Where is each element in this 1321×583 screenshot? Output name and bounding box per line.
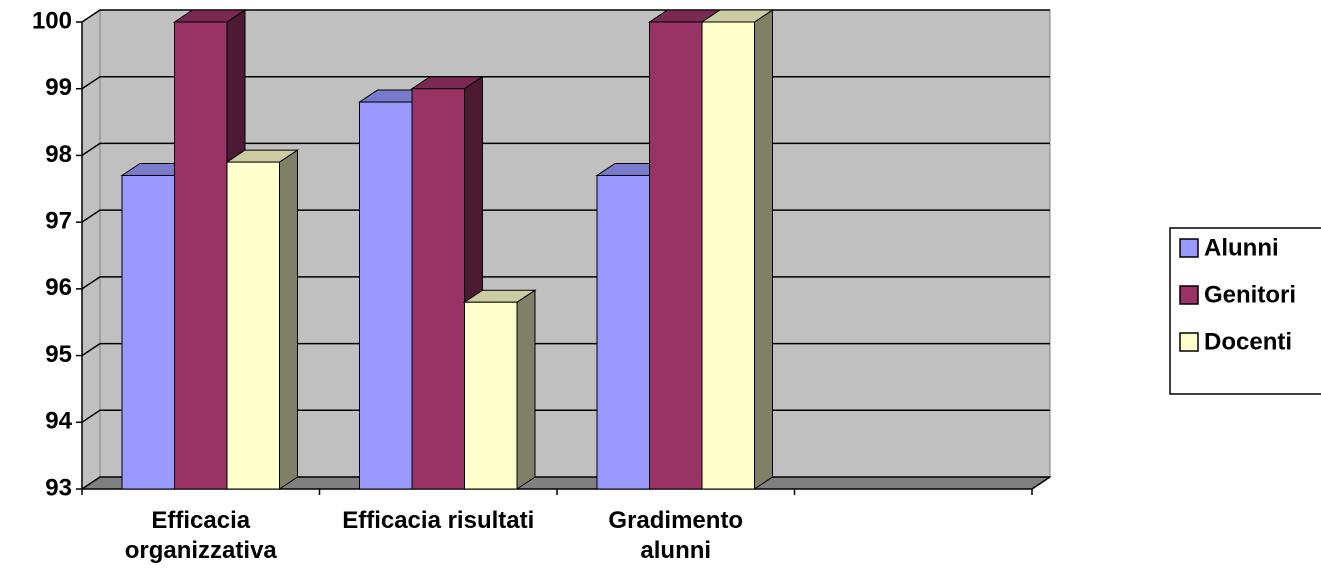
bar-side <box>754 9 773 490</box>
legend-label: Docenti <box>1204 328 1292 355</box>
y-tick-label: 100 <box>32 7 72 34</box>
bar <box>649 21 703 490</box>
x-axis-back <box>1031 476 1051 490</box>
bar <box>464 301 518 490</box>
x-tick-label: Gradimento alunni <box>608 507 744 564</box>
y-tick-label: 99 <box>45 74 72 101</box>
bar <box>174 21 228 490</box>
bar-side <box>279 149 298 490</box>
legend-swatch <box>1179 332 1199 352</box>
y-tick-label: 98 <box>45 141 72 168</box>
y-tick-label: 96 <box>45 274 72 301</box>
bar <box>359 101 413 490</box>
legend-label: Genitori <box>1204 281 1296 308</box>
bar <box>121 174 175 490</box>
bar <box>226 161 280 490</box>
y-tick-label: 95 <box>45 341 72 368</box>
legend-label: Alunni <box>1204 234 1279 261</box>
bar <box>701 21 755 490</box>
bar-side <box>516 289 536 490</box>
legend-swatch <box>1179 238 1199 258</box>
y-tick-label: 93 <box>45 474 72 501</box>
y-tick-label: 97 <box>45 207 72 234</box>
y-tick-label: 94 <box>45 408 72 435</box>
bar <box>596 174 650 490</box>
bar <box>411 88 465 490</box>
x-tick-label: Efficacia risultati <box>342 507 535 534</box>
legend-swatch <box>1179 285 1199 305</box>
x-tick-label: Efficacia organizzativa <box>124 507 277 564</box>
